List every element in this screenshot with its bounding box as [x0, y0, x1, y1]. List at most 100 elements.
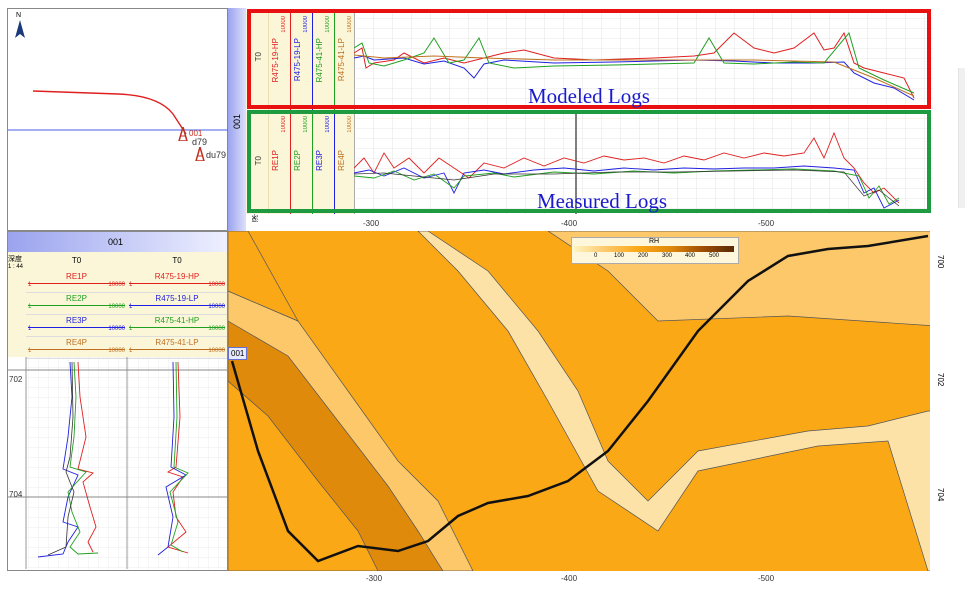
track-divider	[312, 112, 313, 214]
well-marker-icon[interactable]	[194, 144, 206, 162]
x-tick: -500	[758, 574, 775, 583]
legend-tick: 300	[662, 253, 673, 259]
track-min: 1	[129, 304, 133, 310]
north-label: N	[16, 12, 22, 19]
rh-legend: RH 0 100 200 300 400 500	[571, 237, 739, 264]
track-max: 10000	[208, 304, 225, 310]
legend-tick: 200	[638, 253, 649, 259]
top-log-panel[interactable]: 001 深度 T0 R475-19-HP 10000 R475-19-LP 10…	[228, 8, 936, 231]
track-max: 10000	[108, 348, 125, 354]
legend-tick: 400	[685, 253, 696, 259]
right-gutter	[936, 8, 967, 231]
x-tick: -400	[561, 219, 578, 228]
x-tick: -300	[366, 574, 383, 583]
section-y-axis: 700 702 704	[930, 231, 967, 571]
cross-section-panel[interactable]: RH 0 100 200 300 400 500 001	[228, 231, 936, 571]
scale-value: 1 : 44	[8, 264, 24, 270]
track-name: RE3P	[66, 316, 87, 325]
track-row: RE1P 1 10000	[26, 271, 127, 293]
top-log-curves	[354, 12, 934, 214]
track-line	[129, 349, 225, 350]
depth-tick: 704	[9, 490, 23, 499]
north-arrow-icon: N	[13, 12, 27, 42]
well-label-001: 001	[189, 129, 203, 138]
track-divider	[268, 112, 269, 214]
log-column-2: T0 R475-19-HP 1 10000 R475-19-LP 1 10000…	[127, 252, 227, 359]
y-tick: 700	[936, 255, 945, 269]
track-line	[28, 283, 125, 284]
track-min: 1	[28, 348, 32, 354]
track-min: 1	[129, 348, 133, 354]
track-name: RE2P	[66, 294, 87, 303]
track-min: 1	[28, 304, 32, 310]
well-label-du79: du79	[206, 150, 227, 160]
legend-tick: 500	[709, 253, 720, 259]
legend-title: RH	[649, 238, 660, 245]
measured-track-headers: T0 RE1P 10000 RE2P 10000 RE3P 10000 RE4P…	[246, 112, 355, 214]
track-line	[28, 349, 125, 350]
scale-box: 深度 1 : 44	[8, 252, 27, 357]
track-name: R475-19-LP	[155, 294, 199, 303]
y-tick: 704	[936, 488, 945, 502]
track-row: RE3P 1 10000	[26, 315, 127, 337]
panel-title: 001	[108, 237, 124, 247]
track-row: R475-41-HP 1 10000	[127, 315, 227, 337]
track-divider	[290, 12, 291, 110]
well-marker-icon[interactable]	[177, 124, 189, 142]
x-tick: -300	[363, 219, 380, 228]
section-x-axis: -300 -400 -500	[228, 571, 936, 610]
map-panel[interactable]: N 001 d79 du79	[7, 8, 229, 231]
scrollbar-track[interactable]	[958, 68, 965, 208]
track-max: 10000	[208, 348, 225, 354]
track-name: RE1P	[66, 272, 87, 281]
track-max: 10000	[208, 282, 225, 288]
y-tick: 702	[936, 373, 945, 387]
track-max: 10000	[108, 282, 125, 288]
track-line	[129, 283, 225, 284]
left-log-curves	[8, 357, 227, 569]
track-line	[129, 305, 225, 306]
track-row: RE2P 1 10000	[26, 293, 127, 315]
measured-logs-label: Measured Logs	[537, 189, 668, 213]
map-canvas	[8, 90, 229, 135]
cross-section-canvas	[228, 231, 936, 571]
track-row: RE4P 1 10000	[26, 337, 127, 359]
track-min: 1	[129, 282, 133, 288]
well-marker-label[interactable]: 001	[228, 347, 248, 360]
well-label: 001	[232, 114, 242, 130]
measured-logs-box	[247, 110, 931, 213]
track-line	[129, 327, 225, 328]
well-header-strip	[228, 8, 246, 231]
well-label-d79: d79	[192, 137, 208, 147]
track-divider	[290, 112, 291, 214]
track-row: R475-41-LP 1 10000	[127, 337, 227, 359]
x-tick: -400	[561, 574, 578, 583]
left-log-panel[interactable]: 001 深度 1 : 44 T0 RE1P 1 10000 RE2P 1 100…	[7, 231, 228, 571]
track-max: 10000	[108, 326, 125, 332]
legend-colorbar	[574, 246, 734, 252]
track-name: R475-19-HP	[154, 272, 200, 281]
track-name: RE4P	[66, 338, 87, 347]
track-name: R475-41-HP	[154, 316, 200, 325]
scale-label: 深度	[8, 256, 22, 263]
modeled-logs-label: Modeled Logs	[528, 84, 650, 108]
track-line	[28, 305, 125, 306]
panel-title-bar: 001	[8, 232, 227, 252]
column-header: T0	[172, 256, 182, 265]
depth-tick: 702	[9, 375, 23, 384]
track-name: R475-41-LP	[155, 338, 199, 347]
track-row: R475-19-HP 1 10000	[127, 271, 227, 293]
track-max: 10000	[208, 326, 225, 332]
track-line	[28, 327, 125, 328]
track-row: R475-19-LP 1 10000	[127, 293, 227, 315]
track-min: 1	[28, 282, 32, 288]
x-tick: -500	[758, 219, 775, 228]
column-header: T0	[71, 256, 82, 265]
legend-tick: 0	[594, 253, 598, 259]
track-divider	[312, 12, 313, 110]
modeled-logs-box	[247, 9, 931, 109]
track-divider	[268, 12, 269, 110]
log-column-1: T0 RE1P 1 10000 RE2P 1 10000 RE3P 1 1000…	[26, 252, 128, 359]
track-divider	[334, 112, 335, 214]
track-max: 10000	[108, 304, 125, 310]
